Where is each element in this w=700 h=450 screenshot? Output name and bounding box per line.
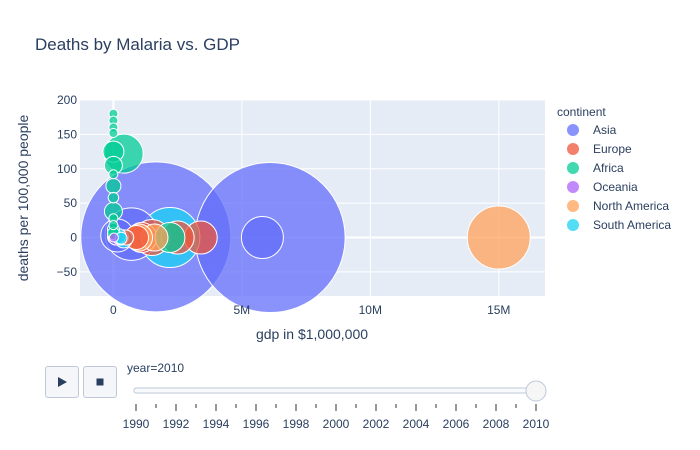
y-tick-label: −50 [57,265,78,279]
y-axis-title: deaths per 100,000 people [15,114,31,281]
marker-africa[interactable] [105,177,122,194]
slider-year-label[interactable]: 2004 [403,417,430,431]
slider-year-label[interactable]: 2000 [323,417,350,431]
marker-africa[interactable] [108,128,119,139]
y-tick-label: 50 [64,196,78,210]
slider-year-label[interactable]: 2002 [363,417,390,431]
marker-africa[interactable] [108,220,119,231]
legend-marker [567,162,579,174]
marker-africa[interactable] [108,169,119,180]
slider-year-label[interactable]: 1992 [163,417,190,431]
markers [80,108,531,314]
slider-year-label[interactable]: 2008 [483,417,510,431]
x-tick-label: 15M [487,303,510,317]
y-tick-label: 200 [57,93,77,107]
play-icon [58,377,67,387]
stop-button[interactable] [83,366,117,398]
slider-handle[interactable] [525,380,547,402]
slider-year-label[interactable]: 1990 [123,417,150,431]
slider-year-label[interactable]: 1996 [243,417,270,431]
legend-item-label[interactable]: Oceania [593,180,638,194]
legend-marker [567,219,579,231]
legend-item-label[interactable]: North America [593,199,669,213]
slider-year-label[interactable]: 2010 [523,417,550,431]
legend-item-label[interactable]: Asia [593,123,617,137]
x-tick-label: 10M [359,303,382,317]
slider-ticks: 1990 1992 1994 1996 1998 2000 2002 2004 2006 2008… [123,404,550,431]
x-axis-ticks: 0 5M 10M 15M [110,303,510,317]
y-tick-label: 0 [70,231,77,245]
slider-current-label: year=2010 [127,361,184,375]
marker-africa[interactable] [107,191,120,204]
marker-north-america[interactable] [466,205,531,270]
legend-marker [567,143,579,155]
slider-year-label[interactable]: 1998 [283,417,310,431]
x-axis-title: gdp in $1,000,000 [256,326,368,342]
chart-title: Deaths by Malaria vs. GDP [35,35,240,54]
legend-item-label[interactable]: Europe [593,142,632,156]
marker-oceania[interactable] [108,232,119,243]
marker-asia[interactable] [240,216,284,260]
x-tick-label: 5M [234,303,251,317]
legend-marker [567,200,579,212]
x-tick-label: 0 [110,303,117,317]
stop-icon [96,378,104,386]
y-tick-label: 150 [57,127,77,141]
legend-title: continent [557,105,606,119]
y-axis-ticks: −50 0 50 100 150 200 [57,93,78,279]
slider-year-label[interactable]: 2006 [443,417,470,431]
legend-marker [567,124,579,136]
legend-item-label[interactable]: South America [593,218,671,232]
play-button[interactable] [45,366,79,398]
legend-item-label[interactable]: Africa [593,161,624,175]
legend-marker [567,181,579,193]
legend[interactable]: Asia Europe Africa Oceania North America Sout… [567,123,671,232]
slider-year-label[interactable]: 1994 [203,417,230,431]
slider-rail[interactable] [133,387,538,394]
y-tick-label: 100 [57,162,77,176]
